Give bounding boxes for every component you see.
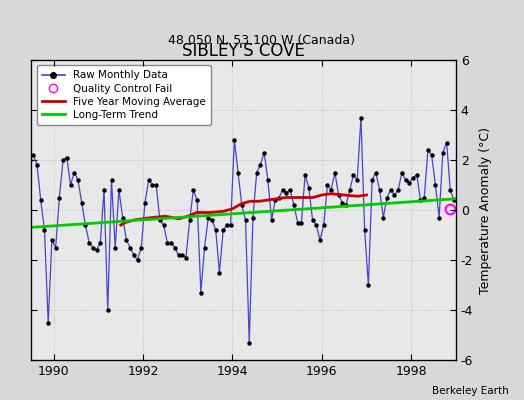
Text: 48.050 N, 53.100 W (Canada): 48.050 N, 53.100 W (Canada) bbox=[169, 34, 355, 47]
Y-axis label: Temperature Anomaly (°C): Temperature Anomaly (°C) bbox=[478, 126, 492, 294]
Text: Berkeley Earth: Berkeley Earth bbox=[432, 386, 508, 396]
Legend: Raw Monthly Data, Quality Control Fail, Five Year Moving Average, Long-Term Tren: Raw Monthly Data, Quality Control Fail, … bbox=[37, 65, 211, 125]
Title: SIBLEY'S COVE: SIBLEY'S COVE bbox=[182, 42, 305, 60]
